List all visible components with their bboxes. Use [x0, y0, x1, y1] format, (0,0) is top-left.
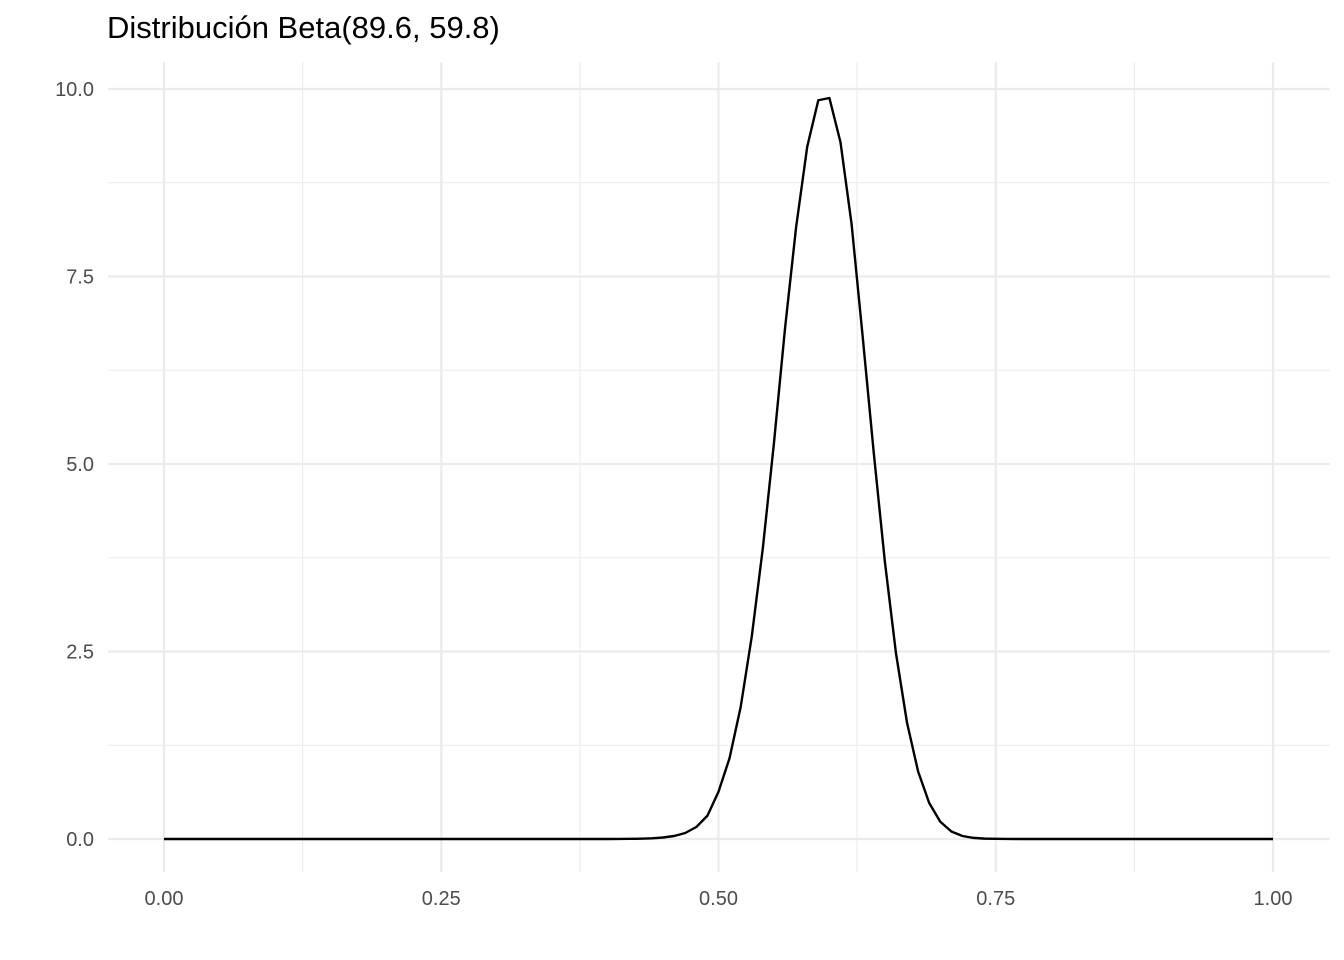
y-axis-ticks: 0.0 2.5 5.0 7.5 10.0	[55, 79, 94, 851]
y-tick-label: 0.0	[66, 829, 94, 851]
x-axis-ticks: 0.00 0.25 0.50 0.75 1.00	[145, 888, 1293, 910]
x-tick-label: 0.75	[976, 888, 1015, 910]
x-tick-label: 1.00	[1254, 888, 1293, 910]
y-tick-label: 10.0	[55, 79, 94, 101]
density-line	[164, 96, 1273, 841]
chart-title: Distribución Beta(89.6, 59.8)	[107, 10, 500, 45]
y-tick-label: 2.5	[66, 642, 94, 664]
y-tick-label: 5.0	[66, 454, 94, 476]
plot-area	[164, 96, 1273, 841]
grid	[108, 62, 1330, 872]
y-tick-label: 7.5	[66, 267, 94, 289]
x-tick-label: 0.00	[145, 888, 184, 910]
x-tick-label: 0.25	[422, 888, 461, 910]
x-tick-label: 0.50	[699, 888, 738, 910]
